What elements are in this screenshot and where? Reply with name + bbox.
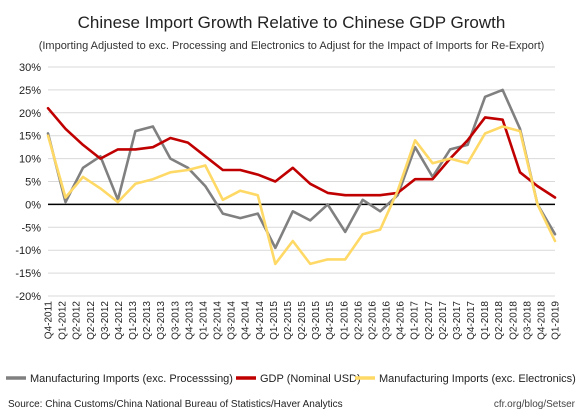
y-tick-label: 10% bbox=[19, 154, 41, 166]
x-tick-label: Q3-2017 bbox=[452, 301, 463, 340]
x-tick-label: Q1-2018 bbox=[480, 301, 491, 340]
x-tick-label: Q4-2011 bbox=[44, 301, 55, 340]
x-tick-label: Q3-2012 bbox=[100, 301, 111, 340]
x-tick-label: Q1-2015 bbox=[269, 301, 280, 340]
y-tick-label: -20% bbox=[15, 291, 41, 303]
x-tick-label: Q3-2014 bbox=[227, 301, 238, 340]
y-tick-label: 20% bbox=[19, 108, 41, 120]
x-tick-label: Q3-2016 bbox=[382, 301, 393, 340]
x-tick-label: Q3-2015 bbox=[311, 301, 322, 340]
legend: Manufacturing Imports (exc. Processsing)… bbox=[6, 373, 576, 385]
x-tick-label: Q2-2012 bbox=[86, 301, 97, 340]
y-tick-label: 25% bbox=[19, 85, 41, 97]
x-tick-label: Q2-2016 bbox=[353, 301, 364, 340]
y-tick-label: 15% bbox=[19, 131, 41, 143]
source-note: Source: China Customs/China National Bur… bbox=[8, 399, 343, 410]
y-tick-label: 30% bbox=[19, 62, 41, 74]
chart-subtitle: (Importing Adjusted to exc. Processing a… bbox=[39, 40, 545, 52]
x-tick-label: Q4-2014 bbox=[255, 301, 266, 340]
x-tick-label: Q2-2018 bbox=[494, 301, 505, 340]
x-tick-label: Q1-2012 bbox=[58, 301, 69, 340]
x-tick-label: Q1-2017 bbox=[410, 301, 421, 340]
x-tick-label: Q1-2013 bbox=[128, 301, 139, 340]
legend-label-manufacturing-imports-exc-electronics: Manufacturing Imports (exc. Electronics) bbox=[379, 373, 576, 385]
y-tick-label: 0% bbox=[25, 199, 41, 211]
x-tick-label: Q4-2012 bbox=[114, 301, 125, 340]
legend-label-manufacturing-imports-exc-processing: Manufacturing Imports (exc. Processsing) bbox=[30, 373, 233, 385]
x-tick-label: Q4-2018 bbox=[536, 301, 547, 340]
x-tick-label: Q3-2018 bbox=[522, 301, 533, 340]
x-tick-label: Q4-2017 bbox=[466, 301, 477, 340]
series-line-manufacturing-imports-exc-electronics bbox=[46, 125, 557, 266]
y-tick-label: -15% bbox=[15, 268, 41, 280]
x-tick-label: Q4-2016 bbox=[396, 301, 407, 340]
x-tick-label: Q2-2017 bbox=[424, 301, 435, 340]
x-tick-label: Q2-2012 bbox=[72, 301, 83, 340]
x-tick-label: Q2-2018 bbox=[508, 301, 519, 340]
x-tick-label: Q3-2013 bbox=[170, 301, 181, 340]
x-tick-label: Q2-2014 bbox=[213, 301, 224, 340]
y-axis-ticks: 30% 25% 20% 15% 10% 5% 0% -5% -10% -15% -20% bbox=[15, 62, 41, 303]
x-tick-label: Q2-2015 bbox=[283, 301, 294, 340]
x-tick-label: Q1-2016 bbox=[339, 301, 350, 340]
x-tick-label: Q1-2019 bbox=[551, 301, 562, 340]
y-tick-label: -10% bbox=[15, 245, 41, 257]
y-tick-label: 5% bbox=[25, 177, 41, 189]
x-tick-label: Q3-2013 bbox=[156, 301, 167, 340]
series-line-gdp-nominal-usd bbox=[46, 106, 557, 199]
x-tick-label: Q2-2013 bbox=[142, 301, 153, 340]
x-tick-label: Q2-2016 bbox=[367, 301, 378, 340]
series-lines bbox=[46, 88, 557, 266]
x-tick-label: Q2-2015 bbox=[297, 301, 308, 340]
x-tick-label: Q4-2013 bbox=[184, 301, 195, 340]
x-tick-label: Q4-2015 bbox=[325, 301, 336, 340]
y-tick-label: -5% bbox=[21, 222, 41, 234]
x-tick-label: Q4-2014 bbox=[241, 301, 252, 340]
gridlines bbox=[48, 66, 555, 297]
x-axis-ticks: Q4-2011 Q1-2012 Q2-2012 Q2-2012 Q3-2012 Q4-20… bbox=[44, 301, 562, 340]
x-tick-label: Q2-2017 bbox=[438, 301, 449, 340]
series-line-manufacturing-imports-exc-processing bbox=[46, 88, 557, 250]
credit-note: cfr.org/blog/Setser bbox=[494, 399, 576, 410]
legend-label-gdp-nominal-usd: GDP (Nominal USD) bbox=[260, 373, 361, 385]
chart-title: Chinese Import Growth Relative to Chines… bbox=[78, 13, 506, 32]
x-tick-label: Q1-2014 bbox=[198, 301, 209, 340]
